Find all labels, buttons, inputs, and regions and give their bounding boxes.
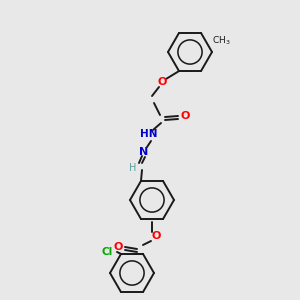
Text: H: H — [129, 163, 137, 173]
Text: CH$_3$: CH$_3$ — [212, 35, 231, 47]
Text: O: O — [180, 111, 190, 121]
Text: N: N — [140, 147, 148, 157]
Text: O: O — [113, 242, 123, 252]
Text: O: O — [157, 77, 167, 87]
Text: Cl: Cl — [101, 247, 112, 257]
Text: HN: HN — [140, 129, 158, 139]
Text: O: O — [151, 231, 161, 241]
